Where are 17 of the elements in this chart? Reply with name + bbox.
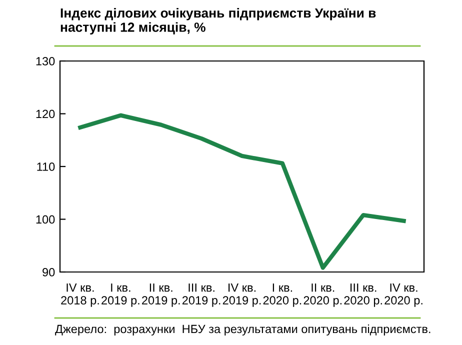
x-tick-label: III кв. 2019 р. [182,284,220,307]
chart-title: Індекс ділових очікувань підприємств України в наступні 12 місяців, % [60,8,376,35]
x-tick-label: II кв. 2019 р. [142,284,180,307]
x-tick-label: I кв. 2019 р. [102,284,140,307]
x-tick-label: IV кв. 2018 р. [61,284,99,307]
x-tick-label: II кв. 2020 р. [304,284,342,307]
y-tick-label: 110 [37,162,55,171]
y-tick-label: 90 [42,268,55,276]
x-tick-label: I кв. 2020 р. [263,284,302,307]
y-tick-label: 100 [36,215,55,224]
x-tick-label: III кв. 2020 р. [344,284,382,307]
text: Джерело: розрахунки НБУ за результатами опитувань підприємств. [55,324,430,336]
y-tick-label: 130 [36,57,55,66]
x-tick-label: IV кв. 2020 р. [384,284,422,307]
line-series [78,113,406,270]
y-tick-label: 120 [36,110,55,118]
x-tick-label: IV кв. 2019 р. [222,284,261,307]
